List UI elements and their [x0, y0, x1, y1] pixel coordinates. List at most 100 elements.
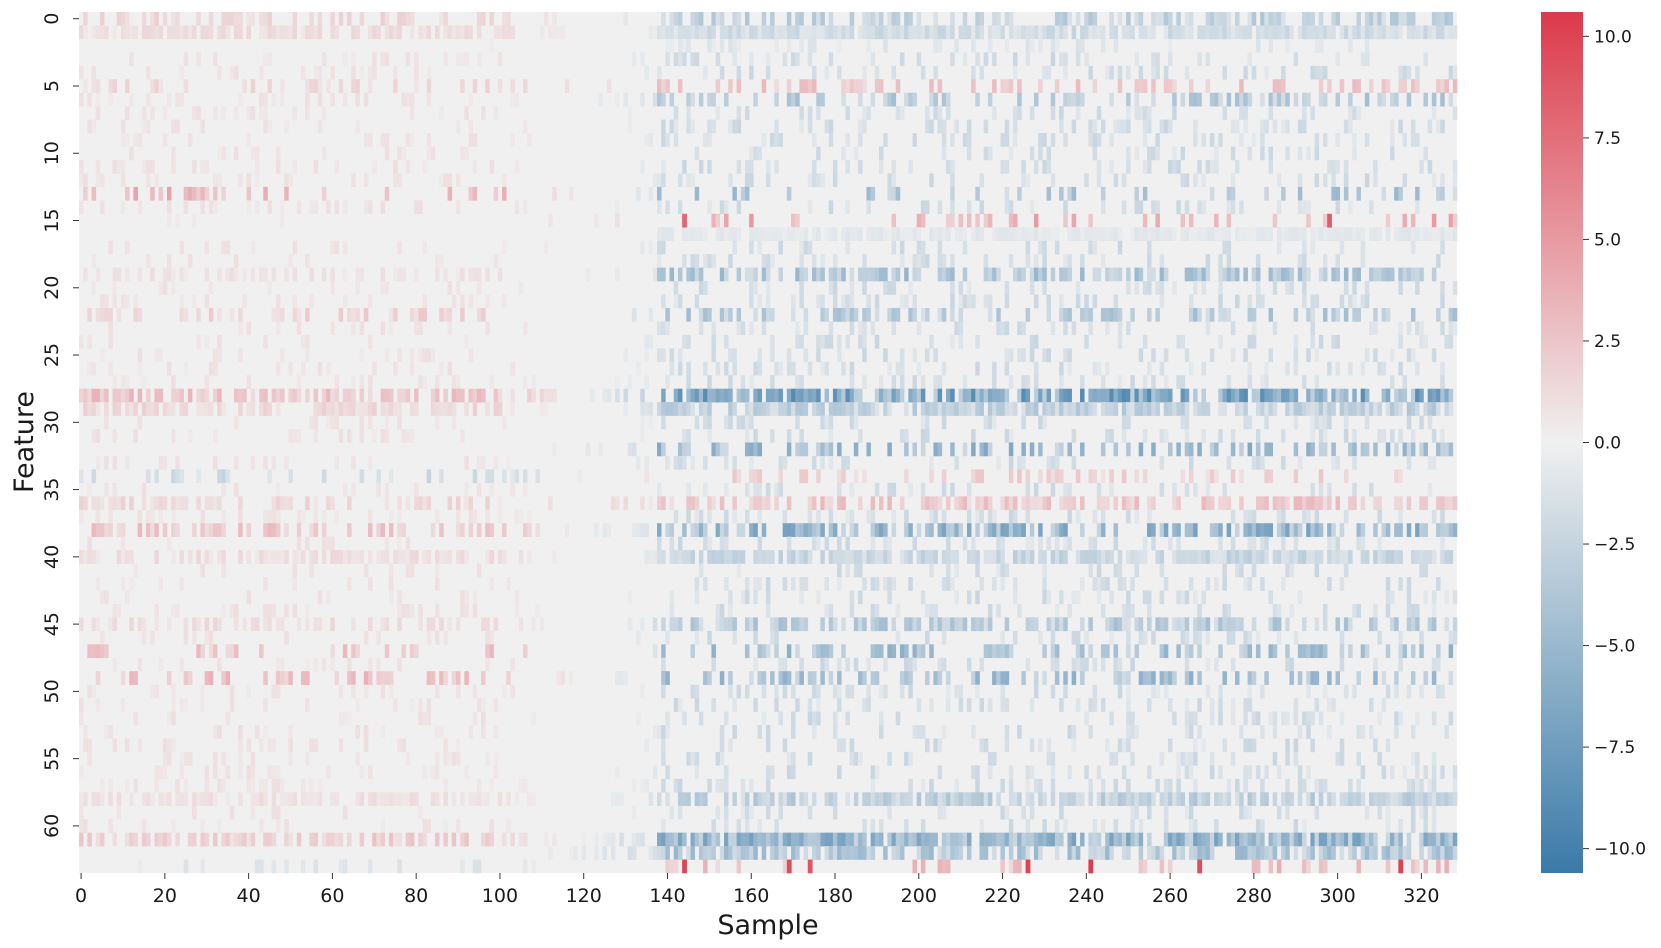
heatmap-cell [899, 429, 905, 443]
heatmap-cell [1159, 455, 1165, 470]
heatmap-cell [1142, 106, 1148, 120]
heatmap-cell [966, 402, 972, 416]
heatmap-cell [774, 630, 779, 645]
heatmap-cell [1163, 12, 1169, 26]
heatmap-cell [820, 334, 825, 349]
heatmap-cell [125, 12, 130, 26]
heatmap-cell [1410, 603, 1416, 618]
heatmap-cell [435, 725, 440, 739]
heatmap-cell [1038, 25, 1043, 40]
heatmap-cell [1000, 159, 1005, 174]
heatmap-cell [1222, 402, 1227, 416]
heatmap-cell [435, 509, 440, 524]
heatmap-cell [485, 294, 490, 309]
heatmap-cell [1272, 119, 1278, 134]
heatmap-cell [1159, 671, 1165, 685]
heatmap-cell [627, 590, 633, 605]
heatmap-cell [1142, 388, 1148, 403]
heatmap-cell [409, 92, 415, 107]
heatmap-cell [824, 25, 830, 40]
heatmap-cell [677, 617, 683, 632]
heatmap-cell [300, 25, 306, 40]
heatmap-cell [841, 738, 846, 753]
heatmap-cell [238, 496, 243, 511]
heatmap-cell [334, 388, 339, 403]
heatmap-cell [204, 334, 210, 349]
heatmap-cell [1255, 630, 1261, 645]
heatmap-cell [196, 496, 201, 511]
heatmap-cell [979, 200, 985, 215]
heatmap-cell [866, 657, 871, 672]
heatmap-cell [1398, 577, 1403, 591]
heatmap-cell [979, 698, 985, 712]
heatmap-cell [1402, 442, 1408, 457]
heatmap-cell [543, 240, 549, 255]
heatmap-cell [104, 402, 109, 416]
heatmap-cell [686, 509, 691, 524]
heatmap-cell [657, 496, 662, 511]
heatmap-cell [342, 402, 348, 416]
heatmap-cell [753, 267, 758, 282]
heatmap-cell [686, 496, 691, 511]
heatmap-cell [1033, 254, 1039, 268]
heatmap-cell [849, 281, 855, 295]
heatmap-cell [1343, 617, 1349, 632]
heatmap-cell [99, 173, 105, 188]
heatmap-cell [451, 415, 457, 430]
heatmap-cell [774, 92, 779, 107]
heatmap-cell [891, 159, 897, 174]
heatmap-cell [1272, 550, 1278, 564]
heatmap-cell [1373, 227, 1378, 241]
heatmap-cell [129, 402, 134, 416]
heatmap-cell [1452, 106, 1458, 120]
heatmap-cell [1080, 402, 1085, 416]
heatmap-cell [1218, 267, 1223, 282]
heatmap-cell [1419, 630, 1424, 645]
heatmap-cell [1017, 455, 1022, 470]
heatmap-cell [83, 25, 88, 40]
heatmap-cell [1373, 25, 1378, 40]
heatmap-cell [1335, 159, 1341, 174]
heatmap-cell [958, 698, 964, 712]
heatmap-cell [460, 52, 465, 67]
heatmap-cell [887, 186, 892, 201]
heatmap-cell [359, 321, 365, 336]
heatmap-cell [774, 159, 779, 174]
heatmap-cell [899, 684, 905, 699]
heatmap-cell [1084, 630, 1089, 645]
heatmap-cell [858, 496, 863, 511]
heatmap-cell [1327, 482, 1332, 497]
heatmap-cell [669, 38, 675, 53]
heatmap-cell [1180, 25, 1186, 40]
heatmap-cell [916, 321, 922, 336]
heatmap-cell [141, 106, 147, 120]
heatmap-cell [770, 388, 775, 403]
heatmap-cell [1235, 388, 1240, 403]
heatmap-cell [1209, 711, 1215, 726]
heatmap-cell [447, 402, 453, 416]
heatmap-cell [288, 671, 293, 685]
heatmap-cell [791, 213, 796, 228]
heatmap-cell [791, 361, 796, 376]
heatmap-cell [527, 388, 532, 403]
heatmap-cell [753, 617, 758, 632]
heatmap-cell [146, 254, 151, 268]
heatmap-cell [393, 159, 398, 174]
heatmap-cell [837, 550, 842, 564]
heatmap-cell [1339, 240, 1345, 255]
heatmap-cell [1322, 603, 1328, 618]
heatmap-cell [112, 455, 117, 470]
heatmap-cell [187, 429, 193, 443]
heatmap-cell [770, 550, 775, 564]
heatmap-cell [916, 523, 922, 537]
heatmap-cell [690, 267, 695, 282]
heatmap-cell [326, 496, 331, 511]
heatmap-cell [414, 388, 419, 403]
heatmap-cell [1310, 738, 1315, 753]
heatmap-cell [866, 25, 871, 40]
heatmap-cell [912, 25, 917, 40]
heatmap-cell [472, 603, 478, 618]
heatmap-cell [1310, 294, 1315, 309]
heatmap-cell [1168, 698, 1173, 712]
heatmap-cell [1318, 402, 1324, 416]
